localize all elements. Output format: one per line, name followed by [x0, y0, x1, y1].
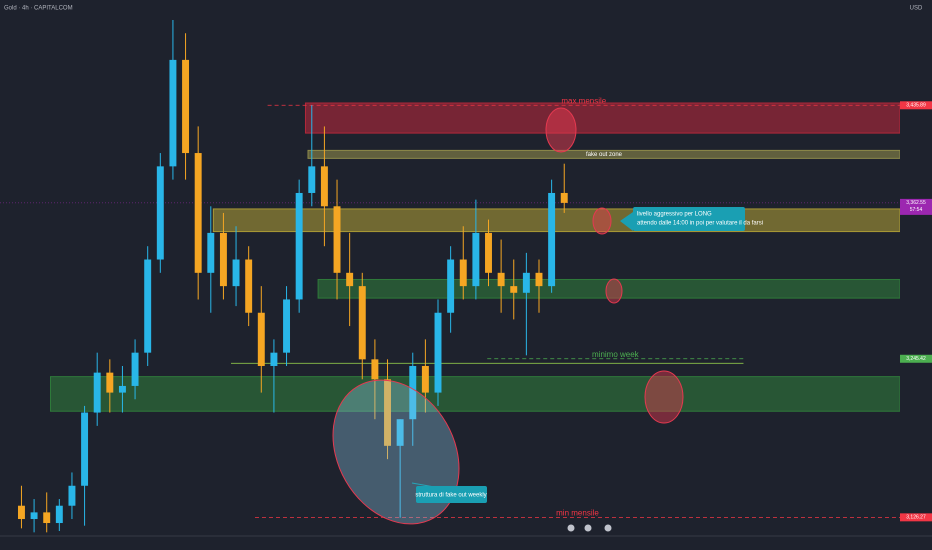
candle-body [17, 505, 25, 520]
callout-pointer [620, 212, 633, 231]
candle-body [194, 153, 202, 273]
price-tag-label: 3,362.55 [906, 200, 926, 206]
level-label: min mensile [556, 508, 599, 517]
highlight-circle [592, 207, 612, 235]
price-tag [900, 513, 932, 522]
candle-body [257, 312, 265, 366]
candle-body [43, 512, 51, 524]
candle-body [333, 206, 341, 273]
highlight-circle [545, 107, 577, 153]
candle-body [182, 59, 190, 154]
candle-body [409, 365, 417, 420]
candle-body [447, 259, 455, 313]
symbol-title: Gold · 4h · CAPITALCOM [4, 6, 73, 12]
candle-body [207, 232, 215, 273]
level-label: max mensile [561, 96, 606, 105]
candle-body [421, 365, 429, 393]
price-tag [900, 354, 932, 363]
candle-body [270, 352, 278, 366]
zone [212, 208, 901, 233]
zone [49, 376, 901, 412]
candle-body [535, 272, 543, 287]
candle-body [295, 192, 303, 300]
candle-body [548, 192, 556, 287]
callout-text: livello aggressivo per LONG [637, 212, 712, 218]
candle-body [396, 419, 404, 446]
candle-body [320, 166, 328, 207]
price-tag [900, 198, 932, 215]
currency: USD [910, 6, 923, 12]
price-tag-label: 3,245.42 [906, 356, 926, 362]
candle-body [522, 272, 530, 293]
zone-label: fake out zone [586, 152, 623, 158]
candle-body [434, 312, 442, 393]
countdown: 57:54 [910, 207, 923, 213]
candle-body [384, 379, 391, 446]
candle-body [68, 485, 76, 506]
candle-body [510, 286, 518, 293]
callout-text: attendo dalle 14:00 in poi per valutare … [637, 221, 763, 227]
candle-body [308, 166, 316, 193]
level-label: minimo week [592, 350, 640, 359]
candle-body [144, 259, 152, 353]
candle-body [30, 512, 38, 520]
price-axis [900, 0, 932, 550]
zone [304, 102, 901, 134]
candle-body [459, 259, 467, 287]
candle-body [93, 372, 101, 413]
event-icon [567, 524, 575, 532]
candle-body [346, 272, 354, 287]
candle-body [358, 286, 366, 360]
candle-body [169, 59, 177, 167]
candle-body [131, 352, 139, 386]
candle-body [245, 259, 253, 313]
highlight-circle [605, 278, 623, 304]
callout-box [633, 207, 745, 231]
candle-body [106, 372, 114, 393]
event-icon [584, 524, 592, 532]
callout-box [416, 486, 487, 503]
candle-body [219, 232, 227, 287]
price-tag-label: 3,126.27 [906, 515, 926, 521]
candle-body [118, 385, 126, 393]
candle-body [283, 299, 291, 353]
candle-body [55, 505, 63, 524]
candle-body [497, 272, 505, 287]
candle-body [232, 259, 240, 287]
candle-body [156, 166, 164, 260]
event-icon [604, 524, 612, 532]
candle-body [472, 232, 480, 287]
candle-body [560, 192, 568, 203]
price-tag-label: 3,435.89 [906, 103, 926, 109]
candle-body [485, 232, 492, 273]
callout-text: struttura di fake out weekly [415, 493, 486, 499]
candle-body [371, 359, 379, 380]
highlight-circle [644, 370, 684, 424]
price-tag [900, 101, 932, 110]
candle-body [81, 412, 89, 486]
